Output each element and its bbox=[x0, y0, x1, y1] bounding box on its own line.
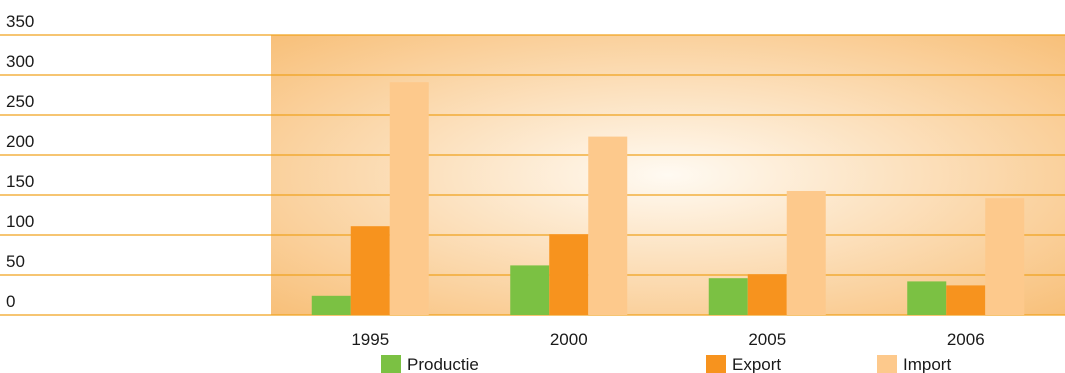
bar-productie-2005 bbox=[708, 278, 748, 315]
bar-productie-2000 bbox=[510, 265, 550, 315]
y-tick-label: 50 bbox=[6, 252, 25, 271]
bar-export-2005 bbox=[747, 274, 787, 315]
x-tick-label: 2006 bbox=[947, 330, 985, 349]
legend-swatch-export bbox=[706, 355, 726, 373]
bar-export-2000 bbox=[549, 234, 589, 315]
bar-import-1995 bbox=[389, 82, 429, 315]
y-tick-label: 0 bbox=[6, 292, 15, 311]
bar-import-2000 bbox=[588, 136, 628, 315]
bar-productie-2006 bbox=[907, 281, 947, 315]
bar-export-2006 bbox=[946, 285, 986, 315]
legend-swatch-import bbox=[877, 355, 897, 373]
y-tick-label: 350 bbox=[6, 12, 34, 31]
y-tick-label: 200 bbox=[6, 132, 34, 151]
bar-import-2005 bbox=[786, 191, 826, 315]
x-tick-label: 2005 bbox=[748, 330, 786, 349]
bar-export-1995 bbox=[350, 226, 390, 315]
bar-productie-1995 bbox=[311, 295, 351, 315]
legend-label-productie: Productie bbox=[407, 355, 479, 373]
y-tick-label: 100 bbox=[6, 212, 34, 231]
legend-label-export: Export bbox=[732, 355, 781, 373]
y-tick-label: 150 bbox=[6, 172, 34, 191]
legend: Productie Export Import bbox=[381, 355, 951, 373]
y-tick-label: 250 bbox=[6, 92, 34, 111]
legend-swatch-productie bbox=[381, 355, 401, 373]
y-axis-ticks: 0 50 100 150 200 250 300 350 bbox=[6, 12, 34, 311]
y-tick-label: 300 bbox=[6, 52, 34, 71]
x-tick-label: 2000 bbox=[550, 330, 588, 349]
bars bbox=[311, 82, 1025, 315]
legend-label-import: Import bbox=[903, 355, 951, 373]
bar-import-2006 bbox=[985, 198, 1025, 315]
x-axis-ticks: 1995 2000 2005 2006 bbox=[351, 330, 984, 349]
x-tick-label: 1995 bbox=[351, 330, 389, 349]
